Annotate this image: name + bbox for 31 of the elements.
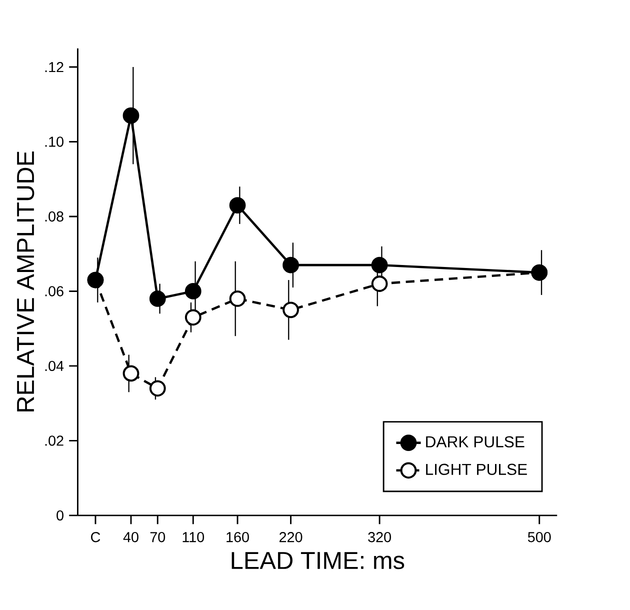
point [229,197,246,214]
x-tick-label: 160 [226,532,249,542]
x-tick-label: C [91,532,100,542]
point [282,302,299,318]
x-tick-label: 110 [182,532,204,542]
point [184,309,202,326]
x-tick-label: 220 [280,532,302,542]
y-axis-title: RELATIVE AMPLITUDE [17,152,34,412]
y-tick-label: .02 [45,436,64,446]
point [122,365,140,382]
point [282,257,299,274]
x-axis-title: LEAD TIME: ms [232,552,404,570]
point [371,257,388,274]
y-tick-label: .12 [45,62,64,72]
legend-label: DARK PULSE [426,436,524,448]
x-tick-label: 40 [123,532,138,542]
y-tick-label: 0 [56,510,64,521]
y-tick-label: .06 [45,286,64,297]
point [122,108,140,124]
point [229,290,246,308]
y-tick-label: .04 [45,361,64,372]
x-tick-label: 500 [528,532,551,542]
legend-label: LIGHT PULSE [426,464,527,476]
point [149,380,166,397]
y-tick-label: .10 [45,136,64,148]
point [184,283,202,300]
x-tick-label: 70 [150,532,166,542]
point [371,276,388,292]
point [149,290,166,308]
x-tick-label: 320 [368,532,391,542]
y-tick-label: .08 [45,212,64,222]
